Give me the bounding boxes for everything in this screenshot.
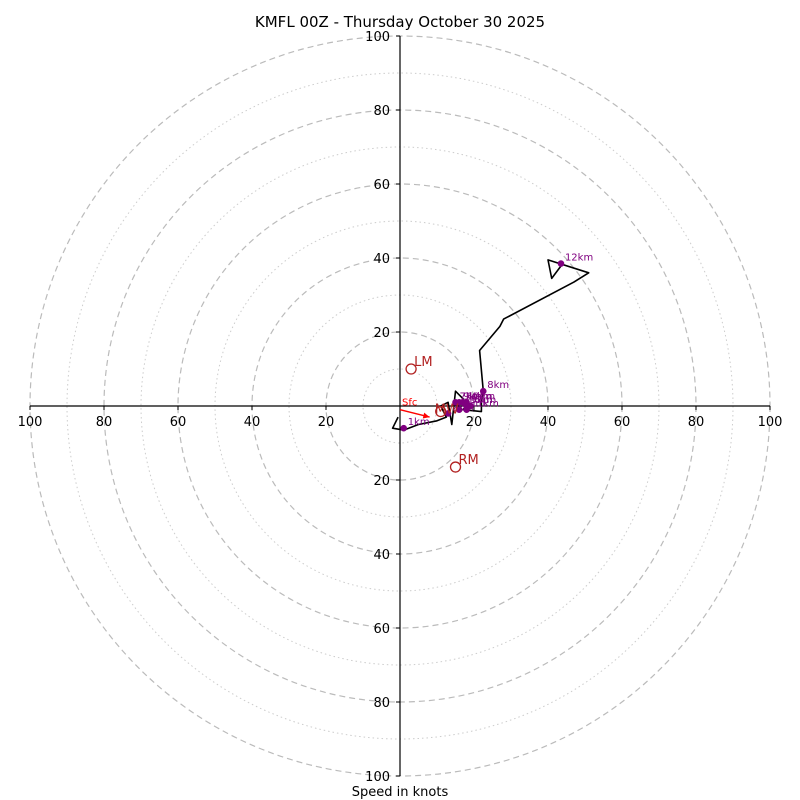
x-tick-label: 60 <box>614 415 631 430</box>
height-marker-2km <box>444 410 452 417</box>
x-tick-label: 40 <box>244 415 261 430</box>
storm-motion-markers: LM RM MW <box>405 355 479 473</box>
x-tick-label: 40 <box>540 415 557 430</box>
axis-ticks: 100 80 60 40 20 20 40 60 80 100 100 80 60 40 20 20 40 60 8… <box>18 30 783 785</box>
x-tick-label: 20 <box>318 415 335 430</box>
height-marker-label-6km: 6km <box>474 395 496 406</box>
height-marker-label-5km: 5km <box>471 395 493 406</box>
axes <box>30 36 770 776</box>
height-marker-11km <box>463 406 470 414</box>
height-marker-label-10km: 10km <box>467 391 495 402</box>
y-tick-label: 60 <box>373 178 390 193</box>
storm-motion-label-lm: LM <box>414 355 432 370</box>
height-marker-label-4km: 4km <box>471 391 493 402</box>
height-marker-label-2km: 2km <box>452 402 474 413</box>
height-marker-label-7km: 7km <box>460 391 482 402</box>
y-tick-label: 100 <box>365 30 390 45</box>
mean-wind-label: MW <box>435 403 459 418</box>
y-tick-label: 20 <box>373 326 390 341</box>
x-tick-label: 100 <box>758 415 783 430</box>
shear-vector-arrowhead <box>422 412 430 419</box>
height-marker-12km <box>557 260 565 267</box>
x-axis-label: Speed in knots <box>352 785 449 800</box>
height-marker-8km <box>479 387 487 395</box>
height-marker-label-11km: 11km <box>471 399 499 410</box>
chart-title: KMFL 00Z - Thursday October 30 2025 <box>255 13 545 31</box>
storm-motion-rm <box>449 461 462 473</box>
x-tick-label: 20 <box>466 415 483 430</box>
height-marker-label-3km: 3km <box>463 399 485 410</box>
x-tick-label: 60 <box>170 415 187 430</box>
height-marker-1km <box>400 424 408 432</box>
storm-motion-label-rm: RM <box>459 453 479 468</box>
height-marker-3km <box>455 406 463 414</box>
y-tick-label: 40 <box>373 548 390 563</box>
height-marker-label-12km: 12km <box>565 253 593 264</box>
x-tick-label: 80 <box>96 415 113 430</box>
x-tick-label: 100 <box>18 415 43 430</box>
x-tick-label: 80 <box>688 415 705 430</box>
y-tick-label: 60 <box>373 622 390 637</box>
height-marker-label-8km: 8km <box>487 380 509 391</box>
mean-wind-marker <box>435 405 447 418</box>
height-marker-label-1km: 1km <box>408 417 430 428</box>
height-marker-label-9km: 9km <box>463 391 485 402</box>
y-tick-label: 20 <box>373 474 390 489</box>
storm-motion-lm <box>405 363 417 375</box>
y-tick-label: 100 <box>365 770 390 785</box>
y-tick-label: 40 <box>373 252 390 267</box>
shear-vector-label: Sfc <box>402 398 417 409</box>
height-marker-10km <box>459 399 467 406</box>
y-tick-label: 80 <box>373 696 390 711</box>
y-tick-label: 80 <box>373 104 390 119</box>
